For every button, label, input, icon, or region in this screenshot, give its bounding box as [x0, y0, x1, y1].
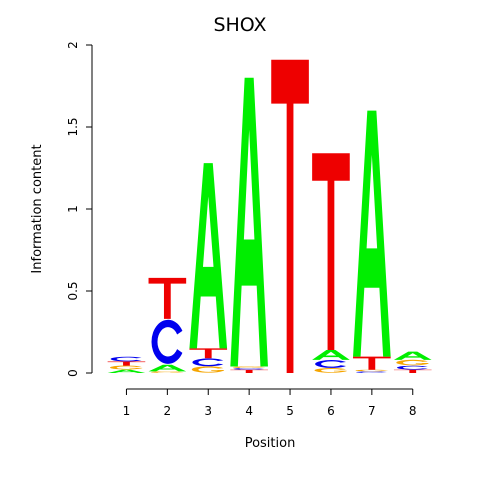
- logo-letter-G-pos-6: [314, 368, 347, 373]
- x-tick-label: 5: [286, 404, 294, 418]
- logo-letter-A-pos-8: [393, 351, 432, 360]
- chart-title: SHOX: [213, 14, 266, 36]
- y-axis-label: Information content: [30, 144, 45, 273]
- x-tick-label: 2: [164, 404, 172, 418]
- x-tick-label: 8: [409, 404, 417, 418]
- logo-letter-T-pos-6: [312, 153, 350, 351]
- logo-letter-C-pos-1: [110, 356, 142, 362]
- x-tick-label: 3: [204, 404, 212, 418]
- logo-letter-C-pos-3: [192, 358, 224, 367]
- logo-letter-T-pos-1: [107, 361, 146, 366]
- x-tick-label: 1: [123, 404, 131, 418]
- y-tick-label: 1.5: [66, 117, 80, 136]
- logo-letter-G-pos-2: [150, 371, 184, 373]
- y-axis: 0 0.5 1 1.5 2: [66, 41, 93, 377]
- y-tick-label: 0: [66, 369, 80, 377]
- y-tick-label: 1: [66, 205, 80, 213]
- logo-letter-G-pos-7: [355, 369, 388, 372]
- logo-letter-C-pos-8: [396, 365, 428, 370]
- logo-letter-C-pos-7: [356, 371, 387, 373]
- logo-letter-A-pos-4: [230, 77, 268, 367]
- x-tick-label: 7: [368, 404, 376, 418]
- x-tick-label: 6: [327, 404, 335, 418]
- logo-letter-T-pos-5: [271, 59, 309, 373]
- x-tick-label: 4: [245, 404, 253, 418]
- logo-letter-A-pos-3: [189, 163, 228, 349]
- logo-letter-A-pos-1: [107, 369, 146, 373]
- logo-letter-C-pos-2: [151, 319, 183, 364]
- logo-letter-G-pos-8: [396, 359, 429, 366]
- logo-letter-T-pos-7: [353, 356, 391, 370]
- logo-letter-G-pos-1: [110, 365, 143, 370]
- logo-letter-T-pos-4: [230, 369, 268, 373]
- logo-letter-C-pos-4: [233, 368, 265, 370]
- logo-letter-C-pos-6: [315, 360, 347, 368]
- x-axis: 1 2 3 4 5 6 7 8: [123, 388, 417, 418]
- logo-letter-A-pos-2: [148, 364, 187, 372]
- logo-letter-T-pos-8: [393, 369, 432, 373]
- logo-letter-T-pos-2: [148, 277, 187, 319]
- x-axis-label: Position: [245, 436, 296, 451]
- logo-letter-G-pos-4: [232, 366, 265, 368]
- logo-letter-G-pos-3: [191, 366, 225, 373]
- logo-letter-T-pos-3: [189, 348, 228, 359]
- logo-letter-A-pos-6: [312, 350, 350, 360]
- y-tick-label: 2: [66, 41, 80, 49]
- y-tick-label: 0.5: [66, 281, 80, 300]
- logo-letter-A-pos-7: [353, 110, 391, 357]
- logo-letters: [107, 59, 432, 373]
